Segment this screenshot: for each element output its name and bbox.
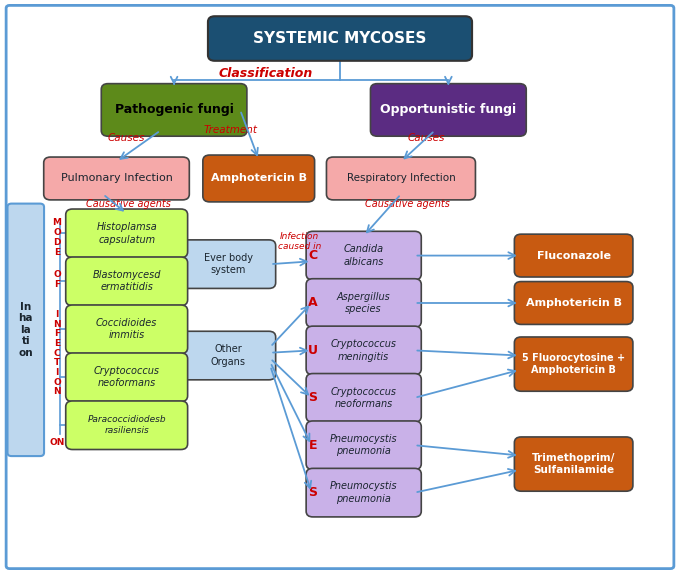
FancyBboxPatch shape (66, 305, 188, 354)
FancyBboxPatch shape (514, 337, 633, 391)
FancyBboxPatch shape (514, 437, 633, 491)
Text: A: A (308, 297, 318, 309)
Text: Amphotericin B: Amphotericin B (211, 173, 307, 184)
Text: Histoplamsa
capsulatum: Histoplamsa capsulatum (97, 222, 157, 245)
FancyBboxPatch shape (66, 257, 188, 305)
Text: Pneumocystis
pneumonia: Pneumocystis pneumonia (330, 434, 398, 456)
Text: Infection
caused in: Infection caused in (277, 231, 321, 251)
Text: E: E (309, 439, 317, 452)
Text: Other
Organs: Other Organs (211, 344, 245, 367)
Text: Ever body
system: Ever body system (204, 253, 253, 276)
FancyBboxPatch shape (306, 326, 422, 375)
Text: Trimethoprim/
Sulfanilamide: Trimethoprim/ Sulfanilamide (532, 453, 615, 475)
Text: S: S (309, 391, 318, 404)
Text: Opportunistic fungi: Opportunistic fungi (380, 103, 516, 117)
FancyBboxPatch shape (66, 353, 188, 402)
FancyBboxPatch shape (181, 331, 275, 380)
Text: Causative agents: Causative agents (86, 199, 171, 209)
FancyBboxPatch shape (371, 84, 526, 136)
Text: Pulmonary Infection: Pulmonary Infection (61, 173, 173, 184)
FancyBboxPatch shape (306, 374, 422, 422)
FancyBboxPatch shape (66, 209, 188, 258)
Text: In
ha
la
ti
on: In ha la ti on (18, 302, 33, 358)
Text: Cryptococcus
meningitis: Cryptococcus meningitis (330, 339, 396, 362)
FancyBboxPatch shape (6, 5, 674, 569)
Text: Causative agents: Causative agents (365, 199, 450, 209)
FancyBboxPatch shape (326, 157, 475, 200)
FancyBboxPatch shape (306, 421, 422, 470)
Text: U: U (308, 344, 318, 357)
Text: I
N
F
E
C
T
I
O
N: I N F E C T I O N (53, 310, 61, 397)
Text: Respiratory Infection: Respiratory Infection (347, 173, 456, 184)
Text: C: C (308, 249, 318, 262)
Text: Paracoccidiodesb
rasiliensis: Paracoccidiodesb rasiliensis (87, 415, 166, 435)
Text: SYSTEMIC MYCOSES: SYSTEMIC MYCOSES (254, 31, 426, 46)
Text: Causes: Causes (108, 134, 146, 144)
Text: Pneumocystis
pneumonia: Pneumocystis pneumonia (330, 482, 398, 504)
Text: S: S (309, 486, 318, 499)
Text: Candida
albicans: Candida albicans (343, 245, 384, 267)
Text: ON: ON (49, 439, 65, 447)
Text: Causes: Causes (407, 134, 445, 144)
Text: O
F: O F (53, 270, 61, 289)
Text: Aspergillus
species: Aspergillus species (337, 292, 390, 314)
FancyBboxPatch shape (44, 157, 189, 200)
Text: M
O
D
E: M O D E (52, 219, 61, 257)
Text: 5 Fluorocytosine +
Amphotericin B: 5 Fluorocytosine + Amphotericin B (522, 353, 625, 375)
FancyBboxPatch shape (208, 16, 472, 61)
Text: Pathogenic fungi: Pathogenic fungi (115, 103, 233, 117)
Text: Coccidioides
immitis: Coccidioides immitis (96, 318, 157, 340)
Text: Classification: Classification (218, 67, 313, 80)
FancyBboxPatch shape (181, 240, 275, 288)
Text: Fluconazole: Fluconazole (537, 251, 611, 261)
FancyBboxPatch shape (306, 468, 422, 517)
FancyBboxPatch shape (7, 204, 44, 456)
FancyBboxPatch shape (514, 234, 633, 277)
FancyBboxPatch shape (514, 282, 633, 324)
FancyBboxPatch shape (203, 155, 315, 202)
FancyBboxPatch shape (101, 84, 247, 136)
Text: Cryptococcus
neoformans: Cryptococcus neoformans (94, 366, 160, 389)
FancyBboxPatch shape (66, 401, 188, 449)
Text: Treatment: Treatment (203, 125, 257, 135)
FancyBboxPatch shape (306, 231, 422, 280)
Text: Blastomycesd
ermatitidis: Blastomycesd ermatitidis (92, 270, 161, 293)
Text: Amphotericin B: Amphotericin B (526, 298, 622, 308)
FancyBboxPatch shape (306, 279, 422, 327)
Text: Cryptococcus
neoformans: Cryptococcus neoformans (330, 387, 396, 409)
